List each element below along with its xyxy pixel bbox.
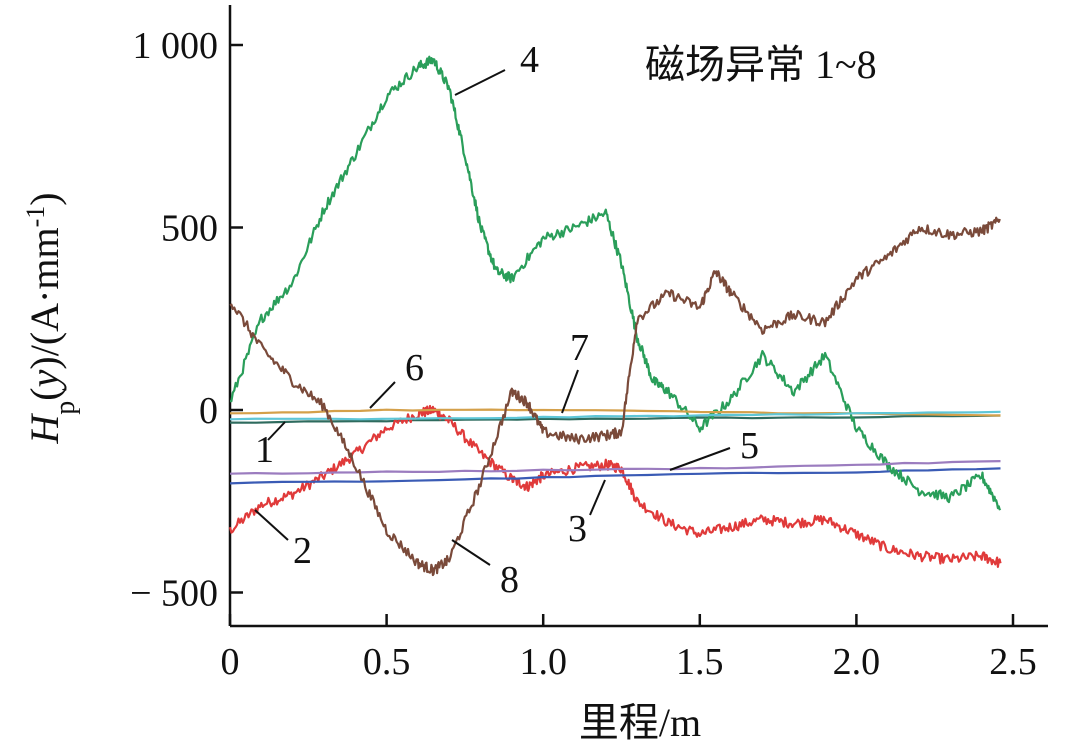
y-axis-title-rest: )/(A·mm xyxy=(22,227,67,369)
series-line-4 xyxy=(229,55,1002,511)
series-label-8: 8 xyxy=(500,559,519,601)
series-label-leader-4 xyxy=(454,69,506,96)
y-tick-label: 500 xyxy=(161,208,218,250)
y-axis-title-var: y xyxy=(22,369,67,391)
y-tick-label: − 500 xyxy=(130,573,218,615)
series-line-7 xyxy=(229,410,1001,421)
series-label-leader-1 xyxy=(267,421,286,441)
series-line-1 xyxy=(229,414,1001,424)
y-tick-label: 0 xyxy=(199,390,218,432)
y-axis-title-sup: -1 xyxy=(21,206,50,228)
x-tick-label: 0.5 xyxy=(363,641,411,683)
series-label-leader-7 xyxy=(561,369,579,414)
x-tick-label: 1.0 xyxy=(519,641,567,683)
series-label-7: 7 xyxy=(570,327,589,369)
series-label-2: 2 xyxy=(293,530,312,572)
x-axis-title: 里程/m xyxy=(579,700,701,745)
series-label-leader-8 xyxy=(451,539,491,566)
x-tick-label: 2.0 xyxy=(833,641,881,683)
y-ticks: − 500 0 500 1 000 xyxy=(130,25,243,615)
series-line-3 xyxy=(229,467,1001,485)
x-ticks: 0 0.5 1.0 1.5 2.0 2.5 xyxy=(221,614,1037,683)
y-axis-title-paren: ( xyxy=(22,387,67,400)
x-tick-label: 0 xyxy=(221,641,240,683)
series-line-8 xyxy=(229,216,1001,577)
y-axis-title-sub: p xyxy=(50,401,81,415)
chart-title: 磁场异常 1~8 xyxy=(645,42,877,87)
series-label-1: 1 xyxy=(255,429,274,471)
y-tick-label: 1 000 xyxy=(133,25,219,67)
series-group xyxy=(228,55,1002,577)
y-axis-title: Hp(y)/(A·mm-1) xyxy=(21,192,81,444)
series-label-6: 6 xyxy=(405,347,424,389)
series-label-leader-6 xyxy=(369,381,396,409)
series-label-leader-3 xyxy=(589,479,606,516)
series-label-4: 4 xyxy=(520,39,539,81)
y-axis-title-main: H xyxy=(22,413,67,445)
x-tick-label: 1.5 xyxy=(676,641,724,683)
series-label-leader-2 xyxy=(254,509,289,541)
series-labels: 1 2 3 4 5 6 7 8 xyxy=(254,39,759,601)
series-label-leader-5 xyxy=(669,447,731,471)
x-tick-label: 2.5 xyxy=(989,641,1037,683)
series-line-2 xyxy=(228,404,1002,568)
y-axis-title-close: ) xyxy=(22,192,67,205)
series-label-3: 3 xyxy=(568,508,587,550)
series-label-5: 5 xyxy=(740,425,759,467)
